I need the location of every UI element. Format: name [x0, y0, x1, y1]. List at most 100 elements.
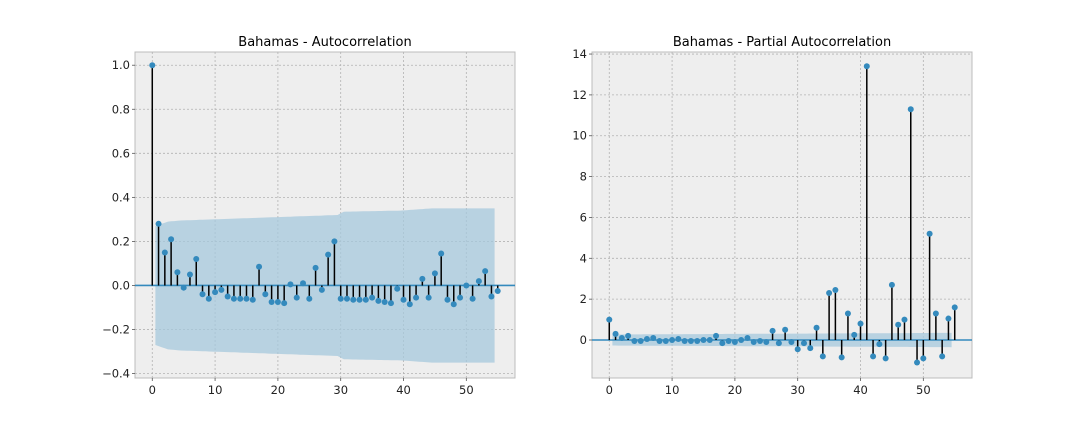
pacf-marker	[775, 340, 782, 347]
acf-marker	[369, 294, 376, 301]
acf-marker	[256, 263, 263, 270]
pacf-y-tick-label: 4	[580, 251, 587, 265]
pacf-marker	[895, 321, 902, 328]
pacf-y-tick-label: 14	[572, 47, 587, 61]
acf-marker	[350, 296, 357, 303]
pacf-marker	[800, 340, 807, 347]
acf-title: Bahamas - Autocorrelation	[238, 35, 411, 50]
pacf-x-tick-label: 10	[665, 383, 680, 397]
acf-marker	[387, 300, 394, 307]
acf-marker	[381, 299, 388, 306]
pacf-marker	[725, 338, 732, 345]
pacf-marker	[813, 324, 820, 331]
pacf-marker	[662, 338, 669, 345]
pacf-y-tick-label: 6	[580, 210, 587, 224]
pacf-marker	[675, 335, 682, 342]
acf-marker	[488, 293, 495, 300]
pacf-marker	[832, 286, 839, 293]
acf-marker	[475, 278, 482, 285]
acf-y-tick-label: 0.8	[112, 102, 130, 116]
acf-marker	[186, 271, 193, 278]
acf-marker	[237, 295, 244, 302]
acf-marker	[281, 300, 288, 307]
pacf-marker	[788, 339, 795, 346]
acf-y-tick-label: 0.4	[112, 190, 130, 204]
pacf-marker	[920, 355, 927, 362]
acf-marker	[205, 295, 212, 302]
pacf-y-tick-label: 2	[580, 292, 587, 306]
pacf-marker	[901, 316, 908, 323]
pacf-marker	[907, 106, 914, 113]
pacf-marker	[851, 331, 858, 338]
pacf-marker	[763, 339, 770, 346]
acf-marker	[375, 297, 382, 304]
pacf-marker	[951, 304, 958, 311]
pacf-marker	[882, 355, 889, 362]
pacf-marker	[700, 337, 707, 344]
pacf-marker	[844, 310, 851, 317]
pacf-marker	[612, 330, 619, 337]
pacf-marker	[926, 230, 933, 237]
acf-marker	[494, 287, 501, 294]
acf-x-tick-label: 30	[333, 383, 348, 397]
pacf-title: Bahamas - Partial Autocorrelation	[673, 35, 891, 50]
pacf-marker	[681, 338, 688, 345]
acf-marker	[262, 291, 269, 298]
acf-x-tick-label: 10	[208, 383, 223, 397]
pacf-marker	[625, 332, 632, 339]
acf-x-tick-label: 20	[271, 383, 286, 397]
acf-marker	[413, 294, 420, 301]
pacf-marker	[870, 353, 877, 360]
pacf-marker	[888, 281, 895, 288]
pacf-y-tick-label: 0	[580, 333, 587, 347]
acf-marker	[218, 286, 225, 293]
acf-marker	[155, 220, 162, 227]
acf-marker	[431, 270, 438, 277]
acf-marker	[469, 295, 476, 302]
pacf-marker	[656, 338, 663, 345]
acf-y-tick-label: 0.0	[112, 278, 130, 292]
pacf-marker	[643, 335, 650, 342]
acf-marker	[168, 236, 175, 243]
acf-marker	[394, 285, 401, 292]
acf-marker	[337, 295, 344, 302]
acf-marker	[318, 286, 325, 293]
acf-marker	[362, 296, 369, 303]
acf-marker	[463, 282, 470, 289]
pacf-marker	[631, 338, 638, 345]
acf-marker	[180, 284, 187, 291]
pacf-marker	[914, 359, 921, 366]
acf-y-tick-label: −0.2	[102, 323, 130, 337]
acf-marker	[274, 299, 281, 306]
pacf-marker	[819, 353, 826, 360]
acf-marker	[356, 296, 363, 303]
pacf-x-tick-label: 30	[790, 383, 805, 397]
acf-marker	[224, 293, 231, 300]
pacf-marker	[945, 315, 952, 322]
acf-marker	[199, 291, 206, 298]
acf-x-tick-label: 40	[396, 383, 411, 397]
acf-marker	[174, 269, 181, 276]
acf-y-tick-label: 0.2	[112, 234, 130, 248]
pacf-marker	[932, 310, 939, 317]
pacf-x-tick-label: 40	[853, 383, 868, 397]
acf-marker	[406, 301, 413, 308]
pacf-marker	[687, 338, 694, 345]
acf-marker	[268, 299, 275, 306]
pacf-marker	[838, 354, 845, 361]
pacf-marker	[744, 334, 751, 341]
pacf-plot-area	[591, 51, 973, 379]
pacf-marker	[826, 290, 833, 297]
acf-marker	[444, 296, 451, 303]
acf-marker	[425, 294, 432, 301]
pacf-y-tick-label: 10	[572, 129, 587, 143]
pacf-marker	[738, 337, 745, 344]
acf-marker	[400, 296, 407, 303]
pacf-y-tick-label: 12	[572, 88, 587, 102]
pacf-marker	[669, 337, 676, 344]
acf-marker	[325, 251, 332, 258]
acf-marker	[243, 295, 250, 302]
acf-y-tick-label: 0.6	[112, 146, 130, 160]
